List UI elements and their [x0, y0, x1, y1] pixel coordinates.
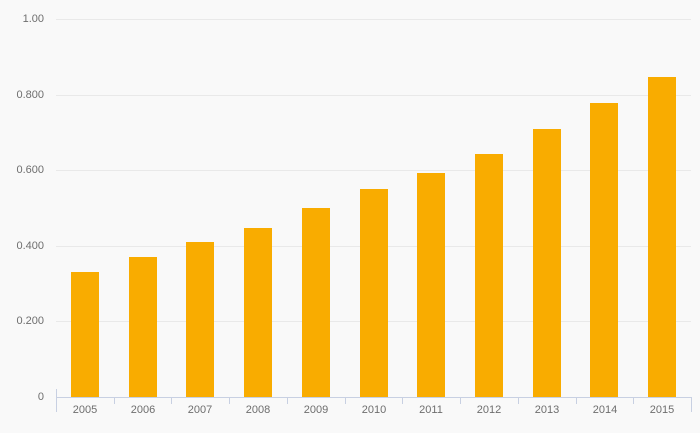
gridline-0.800 [56, 95, 691, 96]
gridline-0.600 [56, 170, 691, 171]
bar-2008[interactable] [244, 228, 272, 397]
bar-2009[interactable] [302, 208, 330, 397]
y-axis-tick-label: 0.600 [16, 164, 44, 176]
x-axis-tick [691, 397, 692, 412]
x-axis-tick-label-2010: 2010 [361, 404, 387, 416]
x-axis-tick-label-2006: 2006 [130, 404, 156, 416]
x-axis-tick [114, 397, 115, 404]
x-axis-tick [171, 397, 172, 404]
x-axis-tick [229, 397, 230, 404]
bar-2011[interactable] [417, 173, 445, 397]
x-axis-tick [345, 397, 346, 404]
x-axis-tick [633, 397, 634, 404]
x-axis-tick [56, 389, 57, 412]
x-axis-tick-label-2008: 2008 [245, 404, 271, 416]
x-axis-tick-label-2015: 2015 [649, 404, 675, 416]
gridline-1.00 [56, 19, 691, 20]
y-axis-tick-label: 1.00 [22, 13, 44, 25]
x-axis-tick-label-2005: 2005 [72, 404, 98, 416]
x-axis-tick-label-2014: 2014 [592, 404, 618, 416]
x-axis-tick-label-2013: 2013 [534, 404, 560, 416]
x-axis-tick-label-2012: 2012 [476, 404, 502, 416]
bar-2015[interactable] [648, 77, 676, 397]
y-axis-tick-label: 0.800 [16, 89, 44, 101]
bar-2013[interactable] [533, 129, 561, 397]
x-axis-tick-label-2007: 2007 [187, 404, 213, 416]
bar-2005[interactable] [71, 272, 99, 397]
y-axis-tick-label: 0.400 [16, 240, 44, 252]
bar-2007[interactable] [186, 242, 214, 397]
y-axis-tick-label: 0.200 [16, 315, 44, 327]
x-axis-tick-label-2009: 2009 [303, 404, 329, 416]
x-axis-tick [402, 397, 403, 404]
x-axis-tick-label-2011: 2011 [419, 404, 443, 416]
x-axis-tick [460, 397, 461, 404]
x-axis-tick [518, 397, 519, 404]
bar-2012[interactable] [475, 154, 503, 397]
x-axis-tick [287, 397, 288, 404]
bar-2014[interactable] [590, 103, 618, 397]
y-axis-tick-label: 0 [37, 391, 44, 403]
bar-2010[interactable] [360, 189, 388, 397]
x-axis-tick [576, 397, 577, 404]
x-axis-line [56, 397, 692, 398]
bar-2006[interactable] [129, 257, 157, 397]
